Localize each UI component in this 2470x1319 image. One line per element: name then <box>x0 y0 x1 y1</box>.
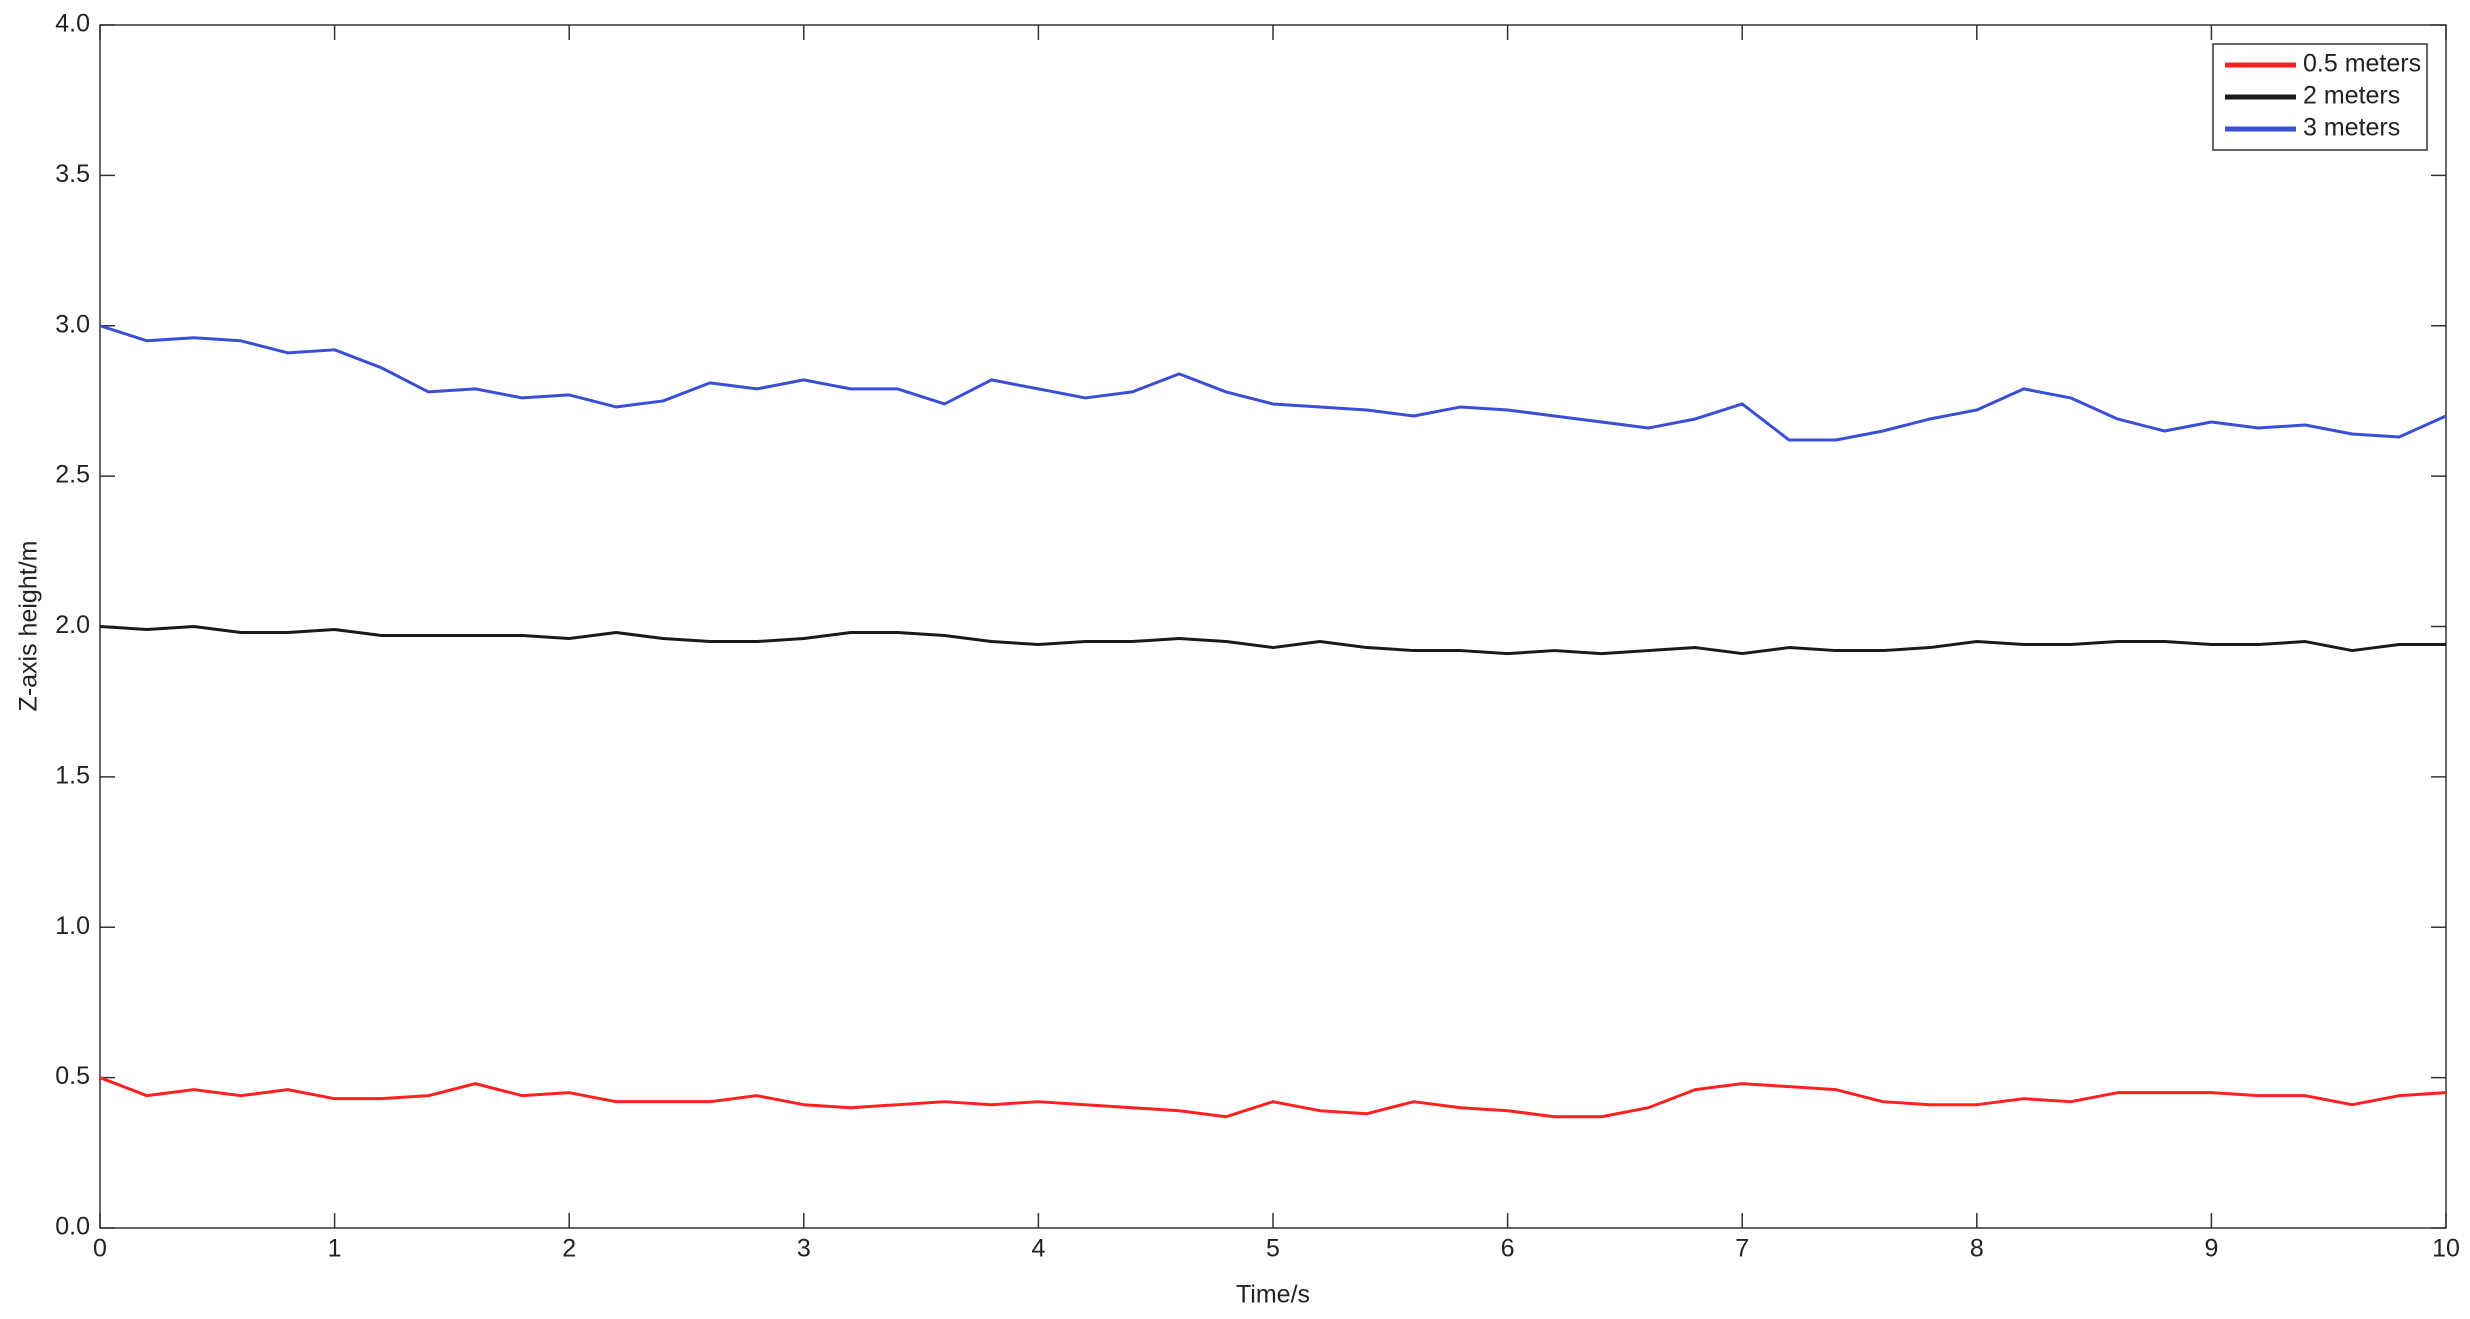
y-tick-label: 1.0 <box>55 912 90 940</box>
x-tick-label: 0 <box>93 1235 107 1263</box>
x-tick-label: 2 <box>562 1235 576 1263</box>
x-tick-label: 1 <box>328 1235 342 1263</box>
y-tick-label: 2.0 <box>55 611 90 639</box>
y-tick-label: 1.5 <box>55 761 90 789</box>
y-tick-label: 0.5 <box>55 1062 90 1090</box>
x-tick-label: 6 <box>1501 1235 1515 1263</box>
data-line <box>99 1076 2447 1119</box>
plot-frame <box>99 24 2447 1229</box>
data-line <box>99 625 2446 656</box>
legend-label: 0.5 meters <box>2303 50 2421 78</box>
y-tick-label: 3.0 <box>55 310 90 338</box>
y-tick-label: 0.0 <box>55 1213 90 1241</box>
legend-label: 2 meters <box>2303 82 2400 110</box>
x-tick-label: 4 <box>1031 1235 1045 1263</box>
x-tick-label: 5 <box>1266 1235 1280 1263</box>
x-tick-label: 9 <box>2204 1235 2218 1263</box>
y-tick-label: 4.0 <box>55 10 90 38</box>
x-axis-label: Time/s <box>1236 1281 1310 1309</box>
y-axis-label: Z-axis height/m <box>15 541 43 712</box>
x-tick-label: 8 <box>1970 1235 1984 1263</box>
y-tick-label: 3.5 <box>55 160 90 188</box>
data-line <box>99 324 2447 442</box>
y-tick-label: 2.5 <box>55 461 90 489</box>
x-tick-label: 3 <box>797 1235 811 1263</box>
x-tick-label: 7 <box>1735 1235 1749 1263</box>
x-tick-label: 10 <box>2432 1235 2460 1263</box>
legend-label: 3 meters <box>2303 114 2400 142</box>
